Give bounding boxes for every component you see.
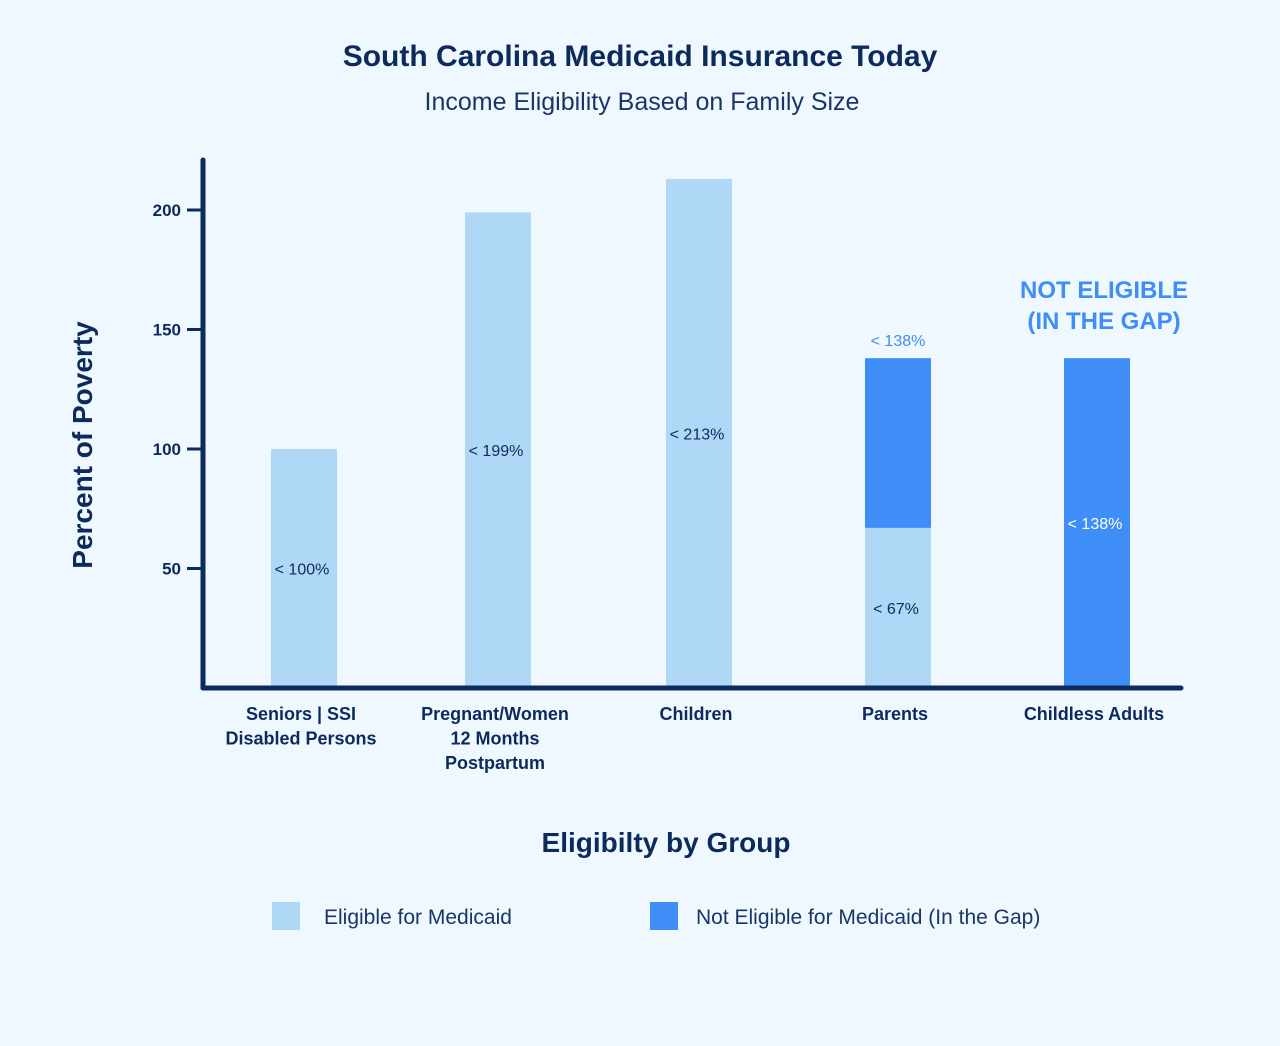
bar-eligible-1 — [465, 212, 531, 688]
category-label-line: Pregnant/Women — [421, 704, 569, 724]
category-label: Pregnant/Women 12 Months Postpartum — [421, 704, 569, 773]
chart-subtitle: Income Eligibility Based on Family Size — [425, 88, 860, 116]
bar-not-eligible-3 — [865, 358, 931, 528]
bar-eligible-2 — [666, 178, 732, 688]
category-label-line: Childless Adults — [1024, 704, 1164, 724]
chart-title: South Carolina Medicaid Insurance Today — [343, 40, 938, 73]
y-tick-label: 150 — [153, 321, 181, 340]
category-label-line: Children — [659, 704, 732, 724]
category-label: Seniors | SSI Disabled Persons — [225, 704, 376, 749]
legend: Eligible for Medicaid Not Eligible for Me… — [272, 902, 1040, 930]
annotation-line: NOT ELIGIBLE — [1020, 277, 1188, 304]
bar-total-label: < 138% — [871, 333, 926, 350]
legend-swatch-0 — [272, 902, 300, 930]
legend-label-1: Not Eligible for Medicaid (In the Gap) — [696, 906, 1040, 929]
legend-label-0: Eligible for Medicaid — [324, 906, 512, 929]
y-tick-label: 100 — [153, 440, 181, 459]
y-tick-label: 50 — [162, 560, 181, 579]
y-axis-label: Percent of Poverty — [67, 321, 98, 569]
category-label: Children — [659, 704, 732, 724]
y-tick-label: 200 — [153, 201, 181, 220]
category-label-line: Disabled Persons — [225, 729, 376, 749]
annotation-not-eligible: NOT ELIGIBLE (IN THE GAP) — [1020, 277, 1188, 335]
category-label-line: Postpartum — [445, 753, 545, 773]
category-label-line: Parents — [862, 704, 928, 724]
bar-eligible-3 — [865, 527, 931, 688]
legend-swatch-1 — [650, 902, 678, 930]
category-label: Childless Adults — [1024, 704, 1164, 724]
x-axis-label: Eligibilty by Group — [542, 827, 791, 858]
category-label-line: Seniors | SSI — [246, 704, 356, 724]
bar-value-label: < 138% — [1068, 516, 1123, 533]
labels-layer: < 100% < 199% < 213% < 67% < 138% < 138% Senio… — [225, 277, 1188, 773]
bar-value-label: < 213% — [670, 426, 725, 443]
bar-value-label: < 199% — [469, 443, 524, 460]
annotation-line: (IN THE GAP) — [1027, 308, 1180, 335]
bar-eligible-0 — [271, 449, 337, 688]
bar-value-label: < 67% — [873, 601, 919, 618]
bar-not-eligible-4 — [1064, 358, 1130, 688]
category-label-line: 12 Months — [450, 729, 539, 749]
axes-layer: 50 100 150 200 — [153, 157, 1184, 691]
bar-value-label: < 100% — [275, 562, 330, 579]
category-label: Parents — [862, 704, 928, 724]
bars-layer — [271, 178, 1130, 688]
